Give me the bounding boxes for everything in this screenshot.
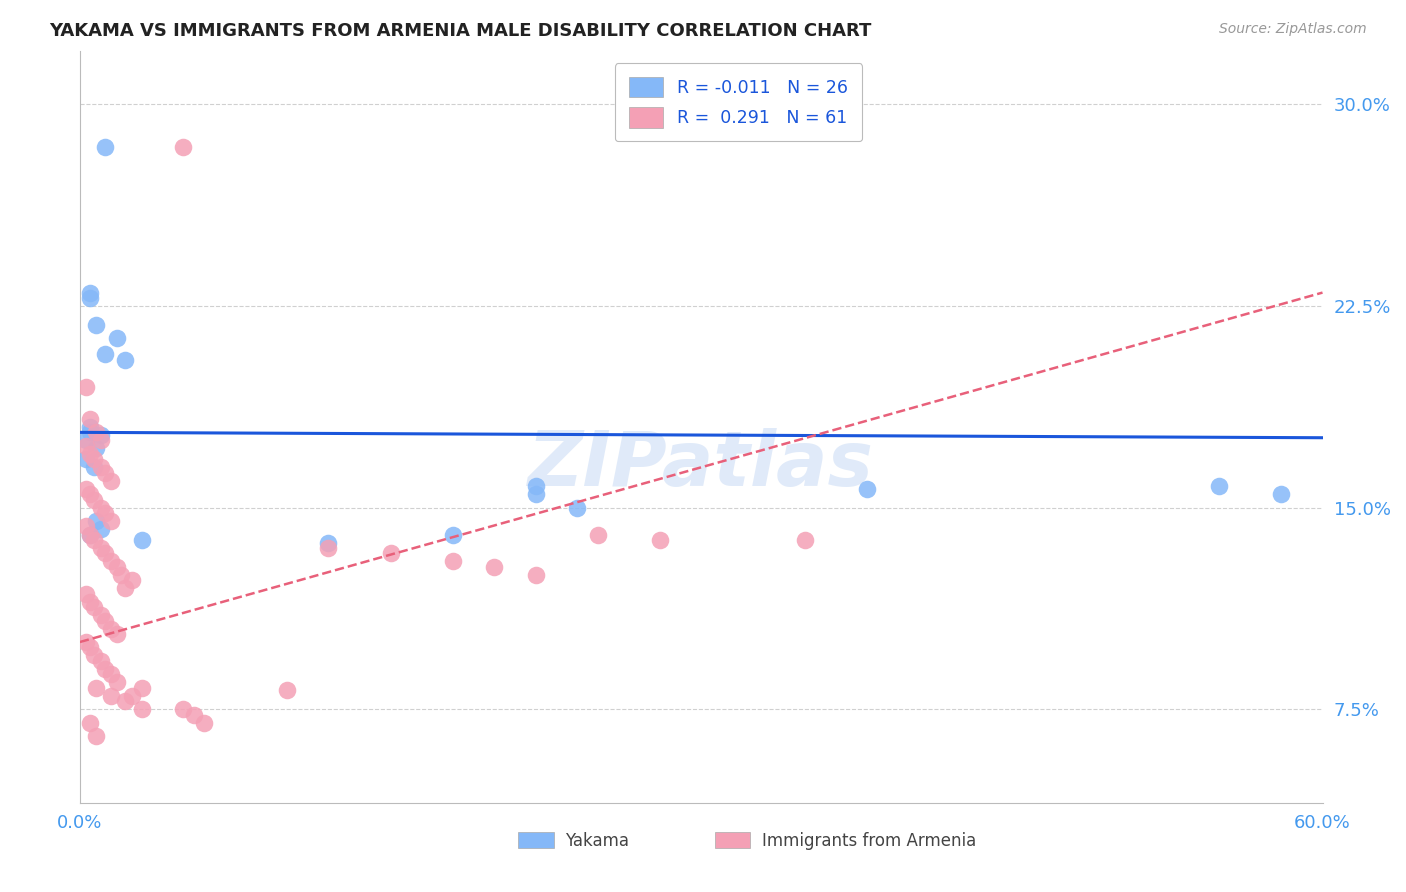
Point <box>90 460 112 475</box>
Point <box>79 527 101 541</box>
Point <box>93 662 115 676</box>
Point <box>172 140 194 154</box>
Point <box>90 500 112 515</box>
Point <box>90 608 112 623</box>
Point <box>482 559 505 574</box>
Point <box>75 379 97 393</box>
Point <box>565 500 588 515</box>
Point <box>75 635 97 649</box>
Point <box>100 667 122 681</box>
Point <box>121 689 143 703</box>
Point <box>86 442 108 456</box>
Point <box>75 519 97 533</box>
Point <box>183 707 205 722</box>
Point <box>100 622 122 636</box>
Point <box>75 587 97 601</box>
Point <box>318 535 340 549</box>
Point <box>380 546 402 560</box>
Point <box>90 434 112 448</box>
Point <box>75 439 97 453</box>
Point <box>93 466 115 480</box>
Point <box>105 675 128 690</box>
Point <box>75 482 97 496</box>
Point <box>86 425 108 440</box>
Point <box>131 702 153 716</box>
Point <box>93 506 115 520</box>
Point <box>83 460 105 475</box>
Point <box>75 434 97 448</box>
Point <box>93 140 115 154</box>
Text: YAKAMA VS IMMIGRANTS FROM ARMENIA MALE DISABILITY CORRELATION CHART: YAKAMA VS IMMIGRANTS FROM ARMENIA MALE D… <box>49 22 872 40</box>
Point <box>86 729 108 743</box>
Point <box>524 567 547 582</box>
Point <box>114 352 136 367</box>
Point <box>79 595 101 609</box>
Text: Immigrants from Armenia: Immigrants from Armenia <box>762 831 976 850</box>
Point <box>100 689 122 703</box>
Point <box>100 474 122 488</box>
Point <box>100 514 122 528</box>
Point <box>79 527 101 541</box>
Text: Yakama: Yakama <box>565 831 628 850</box>
Point <box>83 492 105 507</box>
Point <box>79 285 101 300</box>
Text: ZIPatlas: ZIPatlas <box>529 427 875 501</box>
Point <box>90 654 112 668</box>
Point <box>79 412 101 426</box>
Point <box>79 420 101 434</box>
Point <box>114 694 136 708</box>
Point <box>318 541 340 555</box>
Point <box>105 559 128 574</box>
Point <box>276 683 298 698</box>
Point <box>648 533 671 547</box>
Point <box>83 648 105 663</box>
Point <box>90 541 112 555</box>
Point <box>110 567 132 582</box>
Point <box>441 554 464 568</box>
Point <box>83 600 105 615</box>
Point <box>524 479 547 493</box>
Point <box>1270 487 1292 501</box>
Point <box>131 681 153 695</box>
Point <box>90 428 112 442</box>
Point <box>93 347 115 361</box>
Point <box>121 573 143 587</box>
Point <box>83 452 105 467</box>
Point <box>131 533 153 547</box>
Point <box>524 487 547 501</box>
Point <box>86 318 108 332</box>
Point <box>86 681 108 695</box>
Point <box>79 425 101 440</box>
Point <box>93 614 115 628</box>
Point <box>83 533 105 547</box>
Point <box>105 627 128 641</box>
Point <box>105 331 128 345</box>
Point <box>441 527 464 541</box>
Point <box>90 522 112 536</box>
Point <box>793 533 815 547</box>
Point <box>86 514 108 528</box>
Point <box>1208 479 1230 493</box>
Point <box>79 487 101 501</box>
Point <box>193 715 215 730</box>
Point <box>172 702 194 716</box>
Point <box>79 640 101 655</box>
Point <box>856 482 879 496</box>
Point <box>75 452 97 467</box>
Point <box>114 581 136 595</box>
Point <box>100 554 122 568</box>
Text: Source: ZipAtlas.com: Source: ZipAtlas.com <box>1219 22 1367 37</box>
Point <box>93 546 115 560</box>
Point <box>79 291 101 305</box>
Legend: R = -0.011   N = 26, R =  0.291   N = 61: R = -0.011 N = 26, R = 0.291 N = 61 <box>614 63 862 142</box>
Point <box>79 447 101 461</box>
Point <box>79 715 101 730</box>
Point <box>586 527 609 541</box>
